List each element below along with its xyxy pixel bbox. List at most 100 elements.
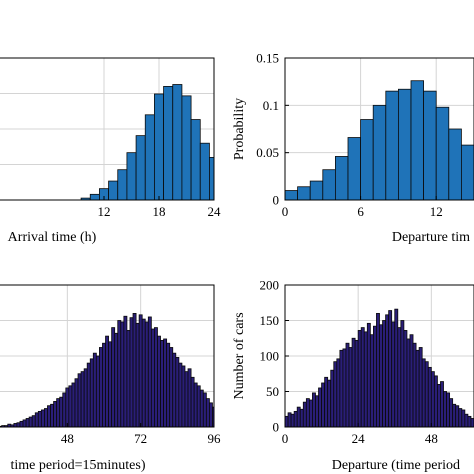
y-tick-label: 0.1 [263,98,279,113]
bar [126,330,131,428]
bar [74,378,79,428]
bar [372,104,387,201]
bar [284,190,299,201]
bar [409,334,414,428]
x-tick-label: 6 [357,204,364,219]
bar [460,144,474,201]
bar [333,361,338,428]
bar [135,322,140,428]
bar [418,347,423,428]
bar [327,379,332,428]
tick-labels: 12 18 24 [98,196,221,219]
bar [209,156,215,201]
bar [410,80,425,201]
bar [205,398,210,428]
bar [351,337,356,428]
bar [435,106,450,201]
bar [312,392,316,428]
bar [360,327,365,428]
bar [209,402,213,428]
bars [284,80,474,201]
bar [348,347,353,428]
tick-labels: 0 6 12 0 0.05 0.1 0.15 [256,51,442,220]
bar [99,347,103,428]
bar [440,381,444,428]
bar [34,412,39,428]
bar [132,312,137,428]
bar [297,186,311,201]
bar [379,324,383,428]
bar [360,119,374,201]
bar [199,142,210,201]
bar [108,341,113,428]
bar [330,369,335,428]
bar [339,349,344,428]
bar [464,413,469,428]
bar [190,376,195,428]
bar [154,327,158,428]
bar [59,396,64,428]
bar [391,321,396,428]
bar [437,383,441,428]
bar [202,392,207,428]
bar [65,387,70,428]
bar [71,382,76,428]
bar [322,169,336,201]
bar [154,93,164,201]
bar [427,366,432,428]
bar [175,357,180,428]
bar [123,315,128,428]
bar [455,405,460,428]
bar [461,409,466,428]
panel-departure-probability: 0 6 12 0 0.05 0.1 0.15 Departure tim Probabili… [232,51,474,245]
bar [299,408,304,428]
bar [363,331,368,428]
bar [296,406,301,428]
bar [394,308,399,428]
bar [16,422,21,428]
bar [187,368,192,428]
bars [80,84,215,201]
x-tick-label: 72 [134,431,147,446]
bar [163,338,168,428]
y-tick-label: 200 [260,278,280,293]
bar [28,416,33,428]
y-axis-label: Probability [232,98,247,160]
x-axis-label: Departure tim [392,230,470,245]
x-tick-label: 12 [430,204,443,219]
panel-arrival-cars: 48 72 96 time period=15minutes) [0,284,221,473]
bar [47,405,51,428]
bar [199,389,204,428]
bar [95,355,100,428]
bar [111,327,116,428]
bar [89,358,94,428]
panel-departure-cars: 0 24 48 0 50 100 150 200 Departure (time period… [232,278,474,473]
bar [160,339,164,428]
bar [315,395,319,428]
bar [157,335,161,428]
bar [147,316,152,428]
bar [458,408,463,428]
bar [382,320,386,428]
bar [37,410,42,428]
bar [336,358,341,428]
bar [144,321,149,428]
bar [433,375,438,428]
bar [446,392,451,428]
bar [117,320,122,428]
bar [190,119,201,201]
x-tick-label: 0 [282,431,289,446]
bar [172,84,183,201]
panel-arrival-probability: 12 18 24 Arrival time (h) [0,57,221,245]
bar [415,349,420,428]
bar [150,328,155,428]
bar [120,321,125,428]
bar [169,347,174,428]
bar [423,90,437,201]
bar [117,169,128,201]
y-tick-label: 50 [266,384,279,399]
x-axis-label: Arrival time (h) [8,230,97,245]
bar [196,385,201,428]
bar [80,371,85,428]
bar [172,352,177,428]
